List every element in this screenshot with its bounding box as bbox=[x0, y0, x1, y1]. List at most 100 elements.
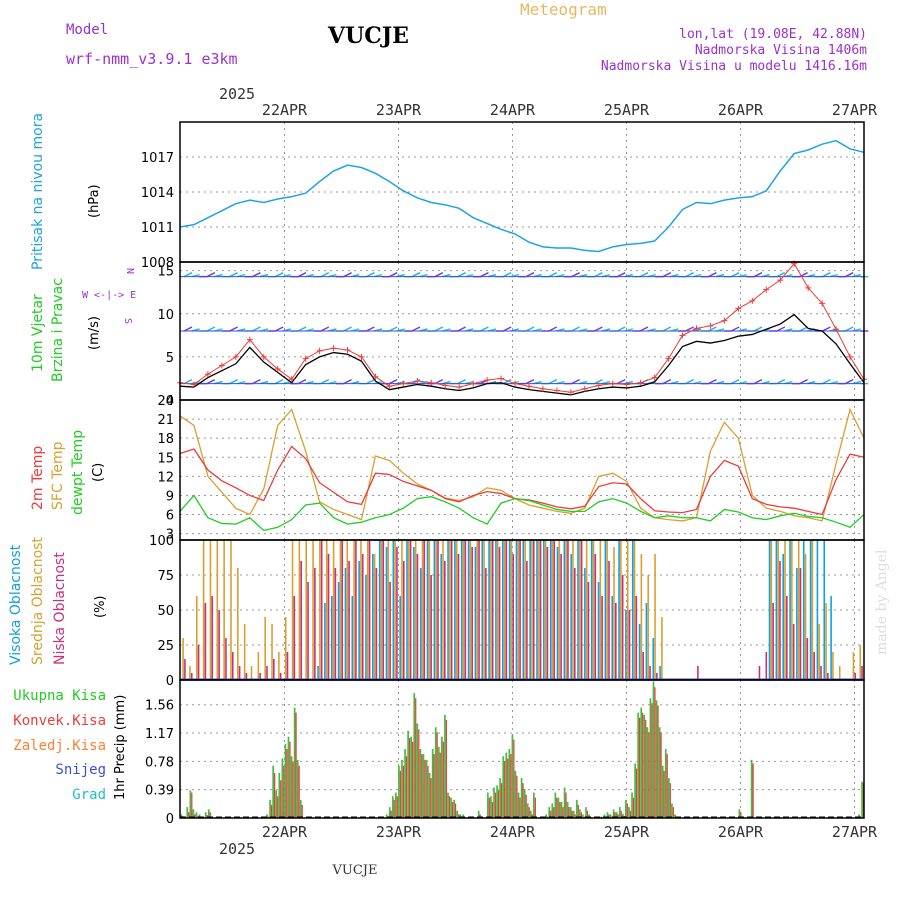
cloud-mid-bar bbox=[633, 540, 636, 680]
wind-barb bbox=[480, 326, 489, 332]
cloud-high-bar bbox=[447, 540, 449, 680]
cloud-low-bar bbox=[286, 652, 289, 680]
precip-conv-bar bbox=[620, 810, 622, 818]
wind-gust-marker bbox=[260, 353, 267, 360]
precip-conv-bar bbox=[458, 814, 460, 818]
y-tick-label: 1011 bbox=[141, 221, 174, 236]
wind-barb bbox=[229, 326, 238, 332]
cloud-mid-bar bbox=[483, 540, 485, 680]
precip-conv-bar bbox=[550, 810, 552, 818]
wind-barb bbox=[229, 271, 238, 278]
y-tick-label: 75 bbox=[157, 569, 174, 584]
wind-barb bbox=[708, 271, 717, 278]
cloud-mid-bar bbox=[387, 540, 390, 680]
wind-gust-marker bbox=[498, 375, 505, 382]
precip-total-bar bbox=[496, 785, 498, 818]
precip-conv-bar bbox=[497, 790, 500, 818]
wind-barb bbox=[457, 271, 466, 278]
precip-total-bar bbox=[453, 799, 455, 818]
precip-total-bar bbox=[861, 781, 863, 818]
wind-barb bbox=[639, 271, 649, 278]
model-elevation: Nadmorska Visina u modelu 1416.16m bbox=[601, 59, 867, 74]
cloud-mid-bar bbox=[859, 645, 862, 680]
wind-barb bbox=[411, 271, 421, 278]
precip-conv-bar bbox=[648, 732, 650, 818]
cloud-high-bar bbox=[590, 540, 593, 680]
label-cloud-high: Visoka Oblacnost bbox=[8, 544, 24, 665]
label-temp-unit: (C) bbox=[91, 463, 106, 482]
y-tick-label: 15 bbox=[157, 451, 174, 466]
wind-barb bbox=[343, 271, 352, 278]
precip-total-bar bbox=[186, 807, 189, 818]
precip-total-bar bbox=[631, 792, 633, 818]
wind-barb bbox=[274, 326, 284, 332]
cloud-high-bar bbox=[611, 596, 614, 680]
wind-barb bbox=[525, 378, 535, 385]
precip-conv-bar bbox=[412, 741, 414, 818]
cloud-mid-bar bbox=[510, 540, 513, 680]
cloud-low-bar bbox=[382, 540, 385, 680]
wind-barb bbox=[799, 326, 808, 332]
label-pressure: Pritisak na nivou mora bbox=[30, 113, 46, 270]
precip-total-bar bbox=[588, 814, 590, 818]
cloud-high-bar bbox=[358, 561, 360, 680]
product-title: Meteogram bbox=[520, 0, 607, 19]
precip-total-bar bbox=[198, 814, 201, 818]
wind-barb bbox=[297, 271, 307, 278]
precip-total-bar bbox=[431, 749, 434, 818]
wind-barb bbox=[662, 326, 672, 332]
precip-total-bar bbox=[441, 736, 443, 818]
precip-total-bar bbox=[293, 707, 296, 818]
date-label-top: 22APR bbox=[262, 101, 308, 119]
cloud-mid-bar bbox=[202, 540, 205, 680]
cloud-mid-bar bbox=[346, 540, 349, 680]
precip-conv-bar bbox=[488, 797, 490, 818]
precip-total-bar bbox=[281, 758, 284, 818]
wind-gust-marker bbox=[442, 382, 449, 389]
legend-total-precip: Ukupna Kisa bbox=[13, 688, 106, 704]
wind-barb bbox=[343, 326, 352, 332]
precip-conv-bar bbox=[663, 770, 665, 818]
date-label-bottom: 25APR bbox=[604, 823, 650, 841]
cloud-mid-bar bbox=[442, 540, 444, 680]
precip-conv-bar bbox=[415, 698, 417, 818]
cloud-high-bar bbox=[796, 568, 798, 680]
cloud-low-bar bbox=[273, 659, 275, 680]
cloud-low-bar bbox=[642, 652, 644, 680]
cloud-low-bar bbox=[218, 610, 220, 680]
cloud-low-bar bbox=[608, 561, 610, 680]
cloud-mid-bar bbox=[579, 540, 581, 680]
cloud-high-bar bbox=[481, 540, 484, 680]
cloud-low-bar bbox=[621, 575, 624, 680]
wind-gust-marker bbox=[623, 381, 630, 388]
cloud-mid-bar bbox=[237, 568, 239, 680]
wind-gust-marker bbox=[330, 345, 337, 352]
wind-barb bbox=[753, 271, 763, 278]
wind-barb bbox=[343, 378, 352, 385]
cloud-high-bar bbox=[454, 540, 456, 680]
precip-conv-bar bbox=[645, 719, 647, 818]
precip-total-bar bbox=[634, 763, 636, 818]
y-tick-label: 0 bbox=[166, 674, 174, 689]
cloud-mid-bar bbox=[264, 617, 266, 680]
label-precip-unit: 1hr Precip (mm) bbox=[113, 695, 128, 800]
cloud-mid-bar bbox=[305, 540, 308, 680]
cloud-low-bar bbox=[231, 652, 234, 680]
label-cloud-low: Niska Oblacnost bbox=[52, 552, 68, 665]
wind-gust-marker bbox=[581, 385, 588, 392]
cloud-high-bar bbox=[474, 547, 477, 680]
cloud-mid-bar bbox=[278, 652, 280, 680]
cloud-low-bar bbox=[601, 596, 603, 680]
y-tick-label: 100 bbox=[149, 534, 174, 549]
cloud-mid-bar bbox=[223, 540, 225, 680]
y-tick-label: 5 bbox=[166, 351, 174, 366]
precip-total-bar bbox=[606, 812, 609, 818]
precip-conv-bar bbox=[494, 792, 497, 818]
y-tick-label: 24 bbox=[157, 394, 174, 409]
precip-total-bar bbox=[655, 700, 658, 818]
wind-barb bbox=[594, 271, 603, 278]
wind-barb bbox=[571, 378, 580, 385]
cloud-high-bar bbox=[543, 540, 545, 680]
cloud-low-bar bbox=[567, 540, 569, 680]
cloud-low-bar bbox=[539, 540, 542, 680]
